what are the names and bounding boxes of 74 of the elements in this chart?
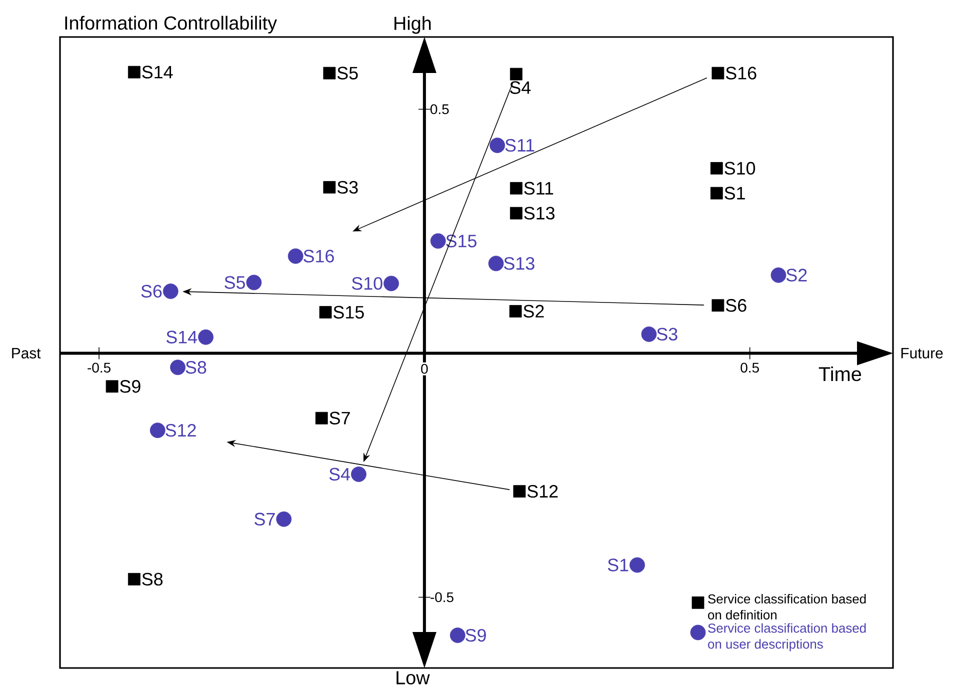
data-label: S13	[504, 257, 534, 270]
point	[351, 466, 366, 482]
data-label: S11	[505, 138, 534, 152]
point	[712, 299, 724, 312]
data-label: S14	[142, 66, 173, 78]
point	[710, 162, 723, 174]
x-tick-label: -0.5	[88, 362, 110, 373]
point	[323, 66, 336, 80]
point	[276, 511, 292, 527]
point	[198, 329, 214, 345]
point	[288, 248, 304, 264]
data-label: S15	[334, 306, 364, 319]
data-label: S7	[254, 512, 275, 526]
point	[128, 572, 140, 586]
data-label: S9	[466, 628, 486, 642]
data-label: S13	[524, 206, 555, 220]
data-label: S2	[524, 304, 544, 318]
point	[319, 306, 332, 318]
point	[150, 422, 166, 438]
data-label: S2	[786, 268, 807, 282]
data-label: S4	[329, 468, 350, 481]
data-label: S5	[224, 276, 245, 289]
data-label: S3	[656, 328, 678, 341]
point	[490, 138, 506, 154]
data-label: S12	[166, 424, 196, 437]
data-label: S5	[337, 66, 358, 80]
data-label: S7	[330, 412, 350, 424]
point	[510, 68, 522, 80]
data-label: S3	[337, 180, 358, 194]
x-axis-title: Time	[818, 366, 862, 382]
data-label: S16	[726, 66, 756, 80]
text: High	[394, 16, 431, 34]
point	[430, 233, 446, 249]
point	[315, 412, 328, 424]
point	[450, 628, 466, 644]
text: Past	[12, 348, 41, 358]
point	[710, 186, 723, 200]
point	[162, 284, 178, 299]
text: Low	[396, 671, 430, 684]
data-label: S1	[608, 558, 628, 572]
point	[712, 66, 724, 80]
point	[384, 276, 399, 292]
data-label: S8	[142, 572, 163, 586]
point	[770, 267, 786, 283]
data-label: S8	[186, 361, 206, 374]
data-label: S16	[304, 250, 334, 262]
point	[128, 66, 140, 78]
x-tick-label: 0.5	[740, 362, 759, 373]
data-label: S10	[724, 162, 756, 175]
data-label: S6	[726, 299, 746, 312]
point	[641, 326, 657, 342]
point	[106, 380, 118, 393]
point	[510, 182, 522, 194]
legend-label: Service classification based on definition	[708, 594, 866, 620]
y-axis-title: Information Controllability	[65, 16, 277, 34]
point	[510, 206, 522, 220]
text: Future	[901, 348, 943, 358]
point	[509, 305, 522, 318]
legend-label: Service classification based on user descriptions	[708, 623, 866, 652]
point	[170, 360, 186, 376]
data-label: S1	[724, 186, 745, 200]
data-label: S11	[524, 182, 554, 195]
point	[323, 181, 336, 194]
data-label: S9	[120, 380, 140, 393]
point	[630, 557, 645, 573]
x-tick-label: 0	[421, 364, 428, 374]
point	[513, 485, 526, 498]
data-label: S10	[352, 277, 382, 290]
data-label: S14	[166, 330, 198, 344]
point	[246, 274, 262, 290]
data-label: S12	[527, 484, 558, 498]
point	[488, 256, 504, 272]
data-label: S4	[510, 81, 531, 94]
data-label: S6	[141, 284, 162, 298]
